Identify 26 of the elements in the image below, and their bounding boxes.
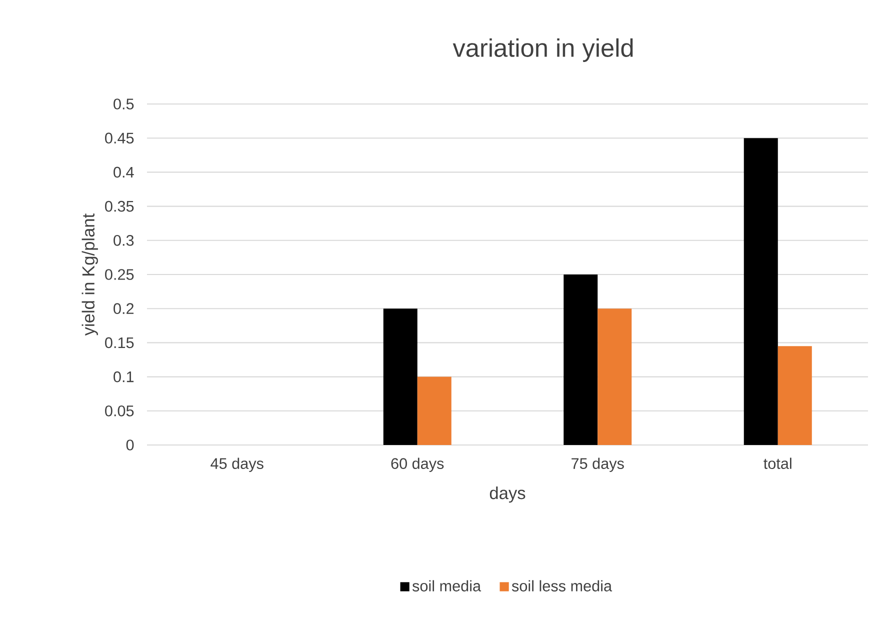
x-tick-label: total <box>764 458 792 469</box>
y-tick-label: 0.3 <box>114 234 134 246</box>
x-tick-label: 60 days <box>391 458 444 472</box>
y-tick-label: 0.4 <box>114 166 134 178</box>
y-tick-label: 0.5 <box>114 98 134 110</box>
bar <box>778 346 812 446</box>
y-tick-label: 0.2 <box>114 303 134 314</box>
bar <box>564 274 598 446</box>
x-axis-title: days <box>490 486 526 503</box>
x-tick-label: 75 days <box>572 458 624 472</box>
bar <box>598 308 632 446</box>
bar <box>744 138 778 446</box>
legend-label: soil less media <box>512 580 612 592</box>
y-tick-label: 0.15 <box>105 337 134 348</box>
y-axis-title: yield in Kg/plant <box>82 213 98 336</box>
legend-label: soil media <box>412 580 482 592</box>
y-tick-label: 0 <box>126 440 134 450</box>
y-tick-label: 0.1 <box>114 371 134 382</box>
chart-title: variation in yield <box>452 38 633 62</box>
y-tick-label: 0.35 <box>105 200 134 212</box>
y-tick-label: 0.45 <box>105 132 134 144</box>
y-tick-label: 0.05 <box>105 405 134 416</box>
x-tick-label: 45 days <box>210 458 264 472</box>
bar <box>417 376 452 446</box>
y-tick-label: 0.25 <box>105 269 134 280</box>
bar <box>383 308 418 446</box>
